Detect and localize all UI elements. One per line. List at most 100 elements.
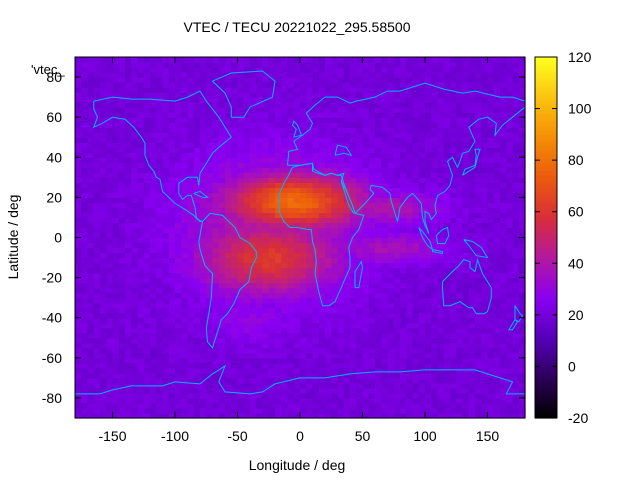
heatmap-cell: [437, 62, 445, 68]
heatmap-cell: [75, 192, 82, 198]
heatmap-cell: [75, 212, 82, 219]
heatmap-cell: [343, 282, 351, 289]
heatmap-cell: [331, 327, 339, 334]
heatmap-cell: [381, 257, 389, 264]
heatmap-cell: [150, 117, 157, 123]
heatmap-cell: [181, 352, 189, 359]
heatmap-cell: [143, 127, 151, 133]
heatmap-cell: [362, 117, 370, 123]
heatmap-cell: [93, 357, 101, 364]
heatmap-cell: [293, 367, 301, 374]
heatmap-cell: [468, 312, 476, 319]
heatmap-cell: [343, 202, 351, 209]
heatmap-cell: [125, 62, 132, 68]
heatmap-cell: [331, 407, 339, 414]
heatmap-cell: [275, 402, 282, 409]
heatmap-cell: [306, 177, 314, 183]
heatmap-cell: [231, 137, 239, 143]
heatmap-cell: [206, 312, 214, 319]
heatmap-cell: [443, 212, 451, 219]
heatmap-cell: [350, 92, 357, 98]
heatmap-cell: [375, 247, 382, 254]
heatmap-cell: [343, 352, 351, 359]
heatmap-cell: [368, 132, 376, 138]
heatmap-cell: [337, 232, 345, 239]
heatmap-cell: [275, 252, 282, 259]
heatmap-cell: [75, 332, 82, 339]
heatmap-cell: [175, 72, 182, 78]
heatmap-cell: [456, 317, 464, 324]
heatmap-cell: [231, 152, 239, 158]
heatmap-cell: [343, 342, 351, 349]
heatmap-cell: [500, 277, 507, 284]
heatmap-cell: [243, 242, 251, 249]
heatmap-cell: [293, 352, 301, 359]
heatmap-cell: [268, 352, 276, 359]
heatmap-cell: [175, 322, 182, 329]
heatmap-cell: [193, 272, 201, 279]
heatmap-cell: [225, 367, 232, 374]
heatmap-cell: [193, 267, 201, 274]
heatmap-cell: [168, 77, 176, 83]
heatmap-cell: [375, 377, 382, 384]
heatmap-cell: [131, 157, 139, 163]
heatmap-cell: [75, 87, 82, 93]
heatmap-cell: [400, 147, 407, 153]
heatmap-cell: [468, 107, 476, 113]
heatmap-cell: [143, 212, 151, 219]
heatmap-cell: [437, 387, 445, 394]
heatmap-cell: [456, 102, 464, 108]
heatmap-cell: [350, 102, 357, 108]
heatmap-cell: [193, 77, 201, 83]
heatmap-cell: [268, 157, 276, 163]
heatmap-cell: [350, 232, 357, 239]
heatmap-cell: [400, 152, 407, 158]
heatmap-cell: [75, 222, 82, 229]
heatmap-cell: [93, 147, 101, 153]
heatmap-cell: [200, 112, 207, 118]
heatmap-cell: [318, 367, 326, 374]
heatmap-cell: [343, 217, 351, 224]
heatmap-cell: [168, 227, 176, 234]
heatmap-cell: [462, 377, 470, 384]
heatmap-cell: [212, 117, 220, 123]
heatmap-cell: [262, 242, 270, 249]
heatmap-cell: [475, 277, 482, 284]
heatmap-cell: [450, 337, 457, 344]
heatmap-cell: [200, 132, 207, 138]
heatmap-cell: [250, 327, 257, 334]
heatmap-cell: [362, 87, 370, 93]
heatmap-cell: [287, 122, 295, 128]
heatmap-cell: [431, 397, 439, 404]
heatmap-cell: [168, 372, 176, 379]
heatmap-cell: [118, 382, 126, 389]
heatmap-cell: [443, 242, 451, 249]
heatmap-cell: [168, 317, 176, 324]
heatmap-cell: [212, 227, 220, 234]
heatmap-cell: [200, 227, 207, 234]
heatmap-cell: [143, 162, 151, 168]
heatmap-cell: [300, 202, 307, 209]
heatmap-cell: [181, 137, 189, 143]
heatmap-cell: [231, 177, 239, 183]
heatmap-cell: [318, 352, 326, 359]
heatmap-cell: [325, 107, 332, 113]
heatmap-cell: [400, 182, 407, 188]
heatmap-cell: [462, 332, 470, 339]
heatmap-cell: [162, 282, 170, 289]
heatmap-cell: [81, 282, 89, 289]
heatmap-cell: [318, 312, 326, 319]
heatmap-cell: [137, 352, 145, 359]
heatmap-cell: [300, 392, 307, 399]
heatmap-cell: [362, 222, 370, 229]
heatmap-cell: [468, 237, 476, 244]
heatmap-cell: [350, 297, 357, 304]
heatmap-cell: [431, 112, 439, 118]
heatmap-cell: [318, 102, 326, 108]
heatmap-cell: [212, 107, 220, 113]
heatmap-cell: [406, 337, 414, 344]
heatmap-cell: [412, 252, 420, 259]
heatmap-cell: [350, 352, 357, 359]
heatmap-cell: [143, 397, 151, 404]
heatmap-cell: [331, 397, 339, 404]
